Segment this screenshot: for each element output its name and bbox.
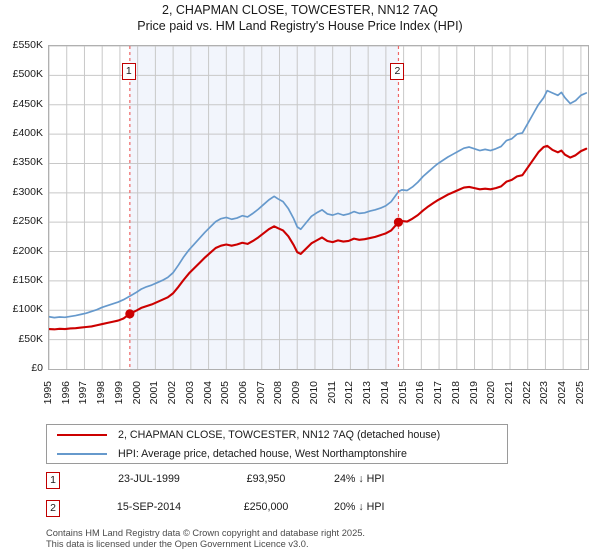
- page-title: 2, CHAPMAN CLOSE, TOWCESTER, NN12 7AQ Pr…: [0, 2, 600, 34]
- sale-marker-flag: 2: [390, 63, 405, 80]
- x-tick-label: 2024: [556, 381, 569, 405]
- sale-price: £250,000: [243, 501, 289, 513]
- y-tick-label: £150K: [12, 273, 43, 286]
- sale-point-marker: [393, 217, 404, 227]
- x-tick-label: 2002: [166, 381, 179, 405]
- x-tick-label: 2008: [272, 381, 285, 405]
- legend-swatch-hpi: [57, 452, 107, 455]
- x-tick-label: 2015: [396, 381, 409, 405]
- y-tick-label: £400K: [12, 127, 43, 140]
- x-tick-label: 2022: [520, 381, 533, 405]
- y-tick-label: £50K: [18, 332, 43, 345]
- x-tick-label: 2009: [290, 381, 303, 405]
- chart-svg: [49, 46, 588, 369]
- y-tick-label: £200K: [12, 244, 43, 257]
- x-tick-label: 1996: [59, 381, 72, 405]
- y-tick-label: £300K: [12, 185, 43, 198]
- x-tick-label: 2006: [237, 381, 250, 405]
- y-axis-labels: £0 £50K £100K £150K £200K £250K £300K £350K £400…: [0, 36, 46, 381]
- x-tick-label: 2001: [148, 381, 161, 405]
- sale-date: 15-SEP-2014: [116, 501, 182, 513]
- table-row: 1 23-JUL-1999 £93,950 24% ↓ HPI: [46, 470, 516, 498]
- footer-attribution: Contains HM Land Registry data © Crown c…: [46, 528, 566, 550]
- x-tick-label: 2016: [414, 381, 427, 405]
- y-tick-label: £350K: [12, 156, 43, 169]
- y-tick-label: £450K: [12, 97, 43, 110]
- y-tick-label: £550K: [12, 39, 43, 51]
- x-axis-labels: 1995 1996 1997 1998 1999 2000 2001 2002 2003 2004…: [0, 381, 600, 429]
- legend-item-property: 2, CHAPMAN CLOSE, TOWCESTER, NN12 7AQ (d…: [47, 425, 507, 444]
- x-tick-label: 2004: [201, 381, 214, 405]
- x-tick-label: 2020: [485, 381, 498, 405]
- x-tick-label: 2011: [325, 381, 338, 404]
- y-tick-label: £0: [31, 362, 43, 374]
- footer-line-1: Contains HM Land Registry data © Crown c…: [46, 528, 365, 538]
- sale-date: 23-JUL-1999: [118, 473, 180, 485]
- sale-index-badge: 1: [46, 472, 60, 489]
- title-subtitle: Price paid vs. HM Land Registry's House …: [137, 19, 463, 33]
- series-line-property: [49, 144, 588, 331]
- y-tick-label: £250K: [12, 215, 43, 228]
- x-tick-label: 1997: [77, 381, 90, 405]
- x-tick-label: 1998: [95, 381, 108, 405]
- y-tick-label: £100K: [12, 303, 43, 316]
- sale-point-marker: [125, 309, 135, 319]
- price-history-chart: £0 £50K £100K £150K £200K £250K £300K £350K £400…: [0, 36, 600, 404]
- y-tick-label: £500K: [12, 68, 43, 81]
- chart-legend: 2, CHAPMAN CLOSE, TOWCESTER, NN12 7AQ (d…: [46, 424, 508, 464]
- table-row: 2 15-SEP-2014 £250,000 20% ↓ HPI: [46, 498, 516, 526]
- sale-index-badge: 2: [46, 500, 60, 517]
- x-tick-label: 2014: [378, 381, 391, 405]
- x-tick-label: 2012: [343, 381, 356, 405]
- sales-table: 1 23-JUL-1999 £93,950 24% ↓ HPI 2 15-SEP…: [46, 470, 516, 526]
- footer-line-2: This data is licensed under the Open Gov…: [46, 539, 309, 549]
- x-tick-label: 2025: [573, 381, 586, 405]
- sale-hpi-delta: 24% ↓ HPI: [334, 473, 385, 485]
- sale-hpi-delta: 20% ↓ HPI: [334, 501, 385, 513]
- ownership-band: [129, 46, 399, 369]
- x-tick-label: 2018: [449, 381, 462, 405]
- sale-price: £93,950: [246, 473, 286, 485]
- x-tick-label: 2000: [130, 381, 143, 405]
- x-tick-label: 2003: [183, 381, 196, 405]
- x-tick-label: 2013: [361, 381, 374, 405]
- x-tick-label: 1999: [112, 381, 125, 405]
- x-tick-label: 2023: [538, 381, 551, 405]
- sale-marker-flag: 1: [121, 63, 136, 80]
- title-address: 2, CHAPMAN CLOSE, TOWCESTER, NN12 7AQ: [162, 3, 438, 17]
- plot-area: [48, 45, 589, 370]
- legend-item-hpi: HPI: Average price, detached house, West…: [47, 444, 507, 463]
- legend-swatch-property: [57, 433, 107, 436]
- legend-label-property: 2, CHAPMAN CLOSE, TOWCESTER, NN12 7AQ (d…: [118, 428, 441, 441]
- x-tick-label: 2010: [307, 381, 320, 405]
- x-tick-label: 1995: [42, 381, 54, 405]
- x-tick-label: 2007: [254, 381, 267, 405]
- legend-label-hpi: HPI: Average price, detached house, West…: [118, 447, 407, 460]
- x-tick-label: 2019: [467, 381, 480, 405]
- series-line-hpi: [49, 89, 588, 319]
- x-tick-label: 2005: [219, 381, 232, 405]
- x-tick-label: 2017: [432, 381, 445, 405]
- x-tick-label: 2021: [502, 381, 515, 405]
